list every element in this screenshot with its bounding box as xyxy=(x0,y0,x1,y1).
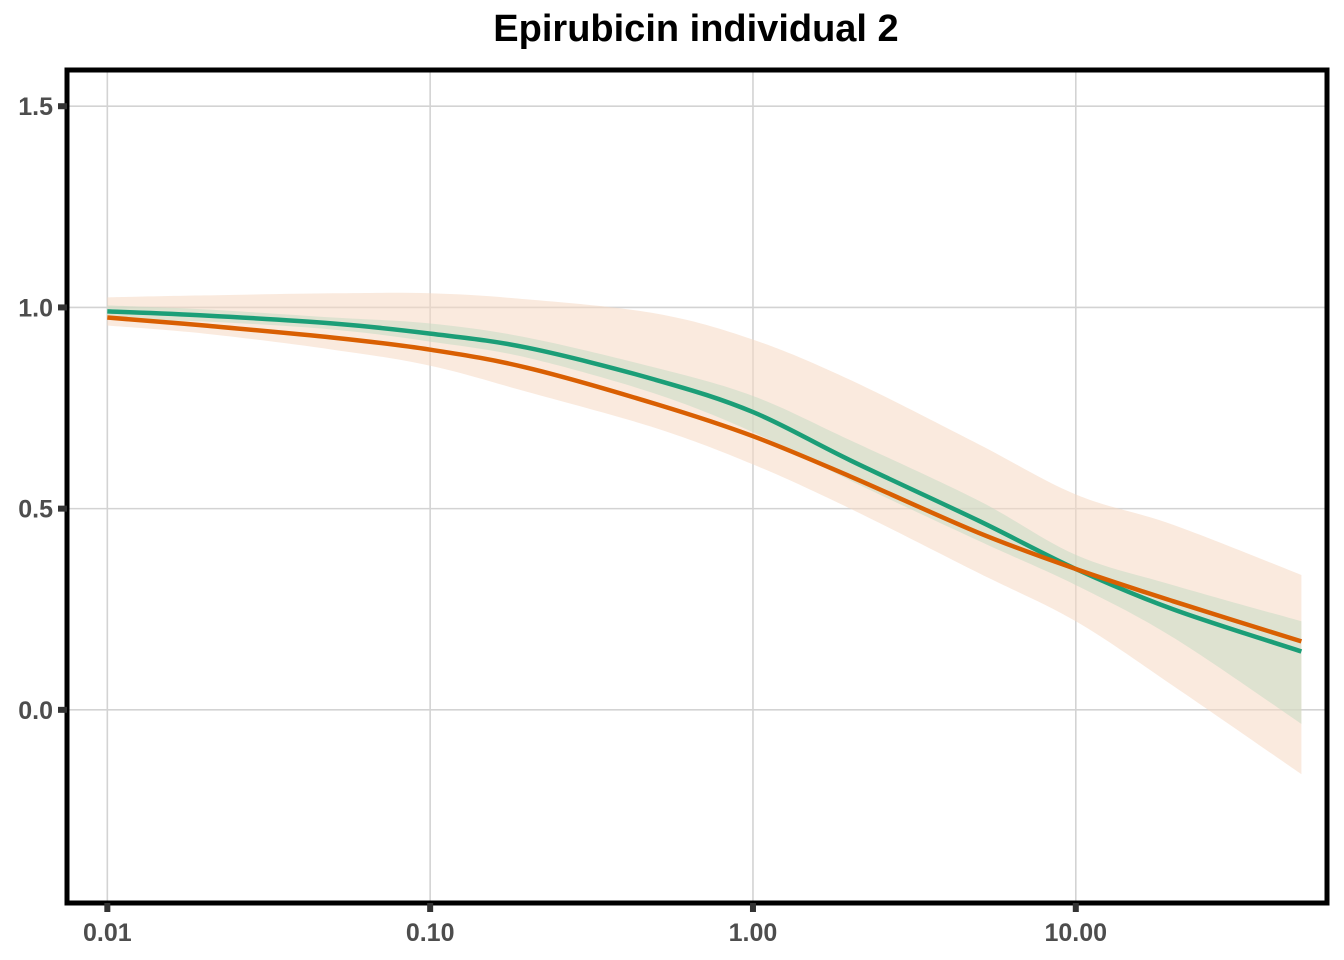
series-line-2 xyxy=(107,315,1303,644)
x-tick-label: 0.10 xyxy=(406,919,455,947)
plot-border xyxy=(64,67,1330,906)
x-tick-label: 1.00 xyxy=(729,919,778,947)
series-lines xyxy=(107,309,1303,654)
y-tick-label: 1.0 xyxy=(18,294,53,322)
chart-title: Epirubicin individual 2 xyxy=(493,8,899,50)
confidence-band-series-1 xyxy=(107,305,1302,724)
x-tick-label: 10.00 xyxy=(1045,919,1108,947)
confidence-bands xyxy=(107,292,1302,775)
y-tick-label: 0.0 xyxy=(18,697,53,725)
y-tick-label: 0.5 xyxy=(18,496,53,524)
y-tick-label: 1.5 xyxy=(18,93,53,121)
x-tick-label: 0.01 xyxy=(83,919,132,947)
axes: 0.01 0.10 1.00 10.00 0.0 0.5 1.0 1.5 xyxy=(18,93,1107,947)
grid xyxy=(67,70,1327,903)
confidence-band-series-2 xyxy=(107,292,1302,775)
